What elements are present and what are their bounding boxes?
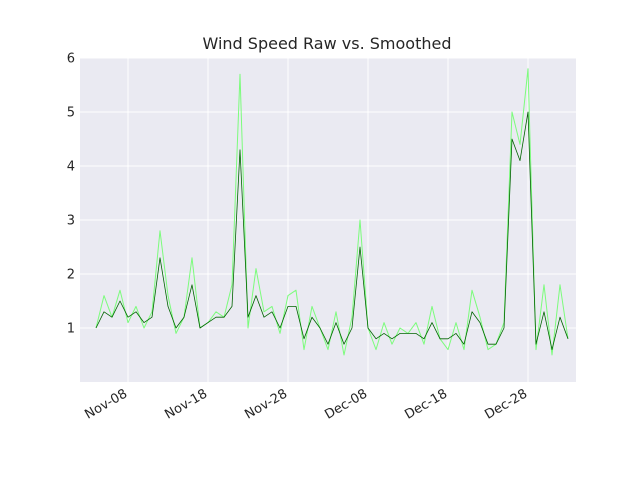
series-line-raw bbox=[95, 68, 569, 356]
x-tick-label: Nov-18 bbox=[162, 386, 210, 422]
chart-title: Wind Speed Raw vs. Smoothed bbox=[203, 34, 452, 53]
y-tick-label: 1 bbox=[67, 322, 75, 337]
x-tick-label: Dec-08 bbox=[322, 386, 370, 422]
x-tick-label: Nov-08 bbox=[82, 386, 130, 422]
y-tick-label: 5 bbox=[67, 106, 75, 121]
plot-lines bbox=[95, 68, 569, 356]
x-tick-label: Nov-28 bbox=[242, 386, 290, 422]
y-tick-label: 4 bbox=[67, 160, 75, 175]
series-line-smoothed bbox=[95, 111, 569, 351]
y-tick-label: 3 bbox=[67, 214, 75, 229]
x-tick-label: Dec-28 bbox=[482, 386, 530, 422]
y-tick-label: 2 bbox=[67, 268, 75, 283]
x-axis: Nov-08 Nov-18 Nov-28 Dec-08 Dec-18 Dec-28 bbox=[82, 386, 530, 422]
y-axis: 1 2 3 4 5 6 bbox=[67, 52, 75, 337]
x-tick-label: Dec-18 bbox=[402, 386, 450, 422]
y-tick-label: 6 bbox=[67, 52, 75, 67]
